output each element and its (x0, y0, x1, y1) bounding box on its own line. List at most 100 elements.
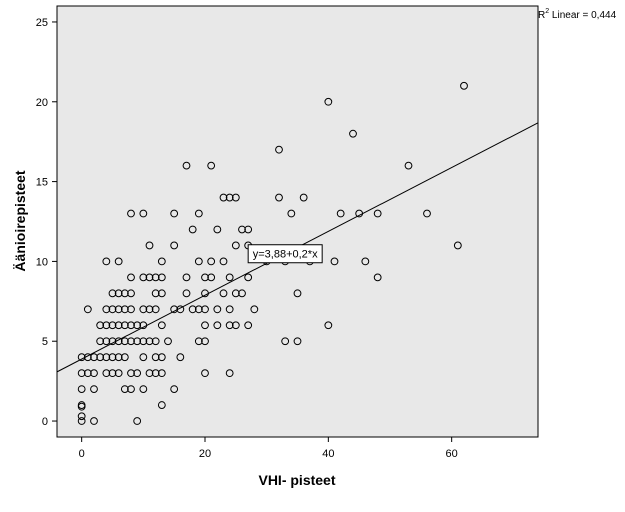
data-point (114, 337, 123, 346)
data-point (275, 193, 283, 202)
data-point (83, 353, 92, 362)
data-point (460, 81, 468, 90)
data-point (120, 337, 129, 346)
data-point (77, 417, 86, 425)
data-point (213, 321, 222, 330)
data-point (96, 353, 105, 362)
data-point (355, 209, 364, 218)
data-point (225, 193, 234, 202)
x-axis-ticks: 0 20 40 60 (79, 437, 458, 460)
data-point (244, 321, 253, 330)
data-point (108, 321, 117, 330)
y-axis-title: Äänioirepisteet (12, 170, 28, 271)
data-point (114, 369, 123, 378)
data-point (238, 289, 246, 298)
data-point (238, 225, 246, 234)
data-point (77, 369, 86, 378)
data-point (157, 289, 166, 298)
data-point (90, 385, 98, 394)
data-point (201, 337, 209, 346)
data-point (182, 273, 191, 282)
data-point (330, 257, 339, 266)
data-point (77, 385, 86, 394)
data-point (201, 273, 209, 282)
x-tick-label: 60 (446, 448, 458, 460)
data-point (114, 289, 123, 298)
data-point (139, 209, 148, 218)
data-point (373, 273, 382, 282)
data-point (201, 369, 209, 378)
data-point (404, 161, 413, 170)
data-point (139, 305, 148, 314)
data-point (139, 273, 148, 282)
data-point (102, 305, 111, 314)
data-point (120, 289, 129, 298)
data-point (157, 321, 166, 330)
data-point (77, 353, 86, 362)
data-point (225, 273, 234, 282)
data-point (127, 337, 135, 346)
data-point (244, 225, 253, 234)
data-point (299, 193, 308, 202)
data-point (219, 193, 228, 202)
data-point (102, 369, 111, 378)
data-point (157, 369, 166, 378)
data-point (145, 369, 154, 378)
data-point (194, 305, 203, 314)
data-point (133, 321, 142, 330)
data-point (231, 241, 240, 250)
y-tick-label: 10 (36, 256, 48, 268)
data-point (145, 305, 154, 314)
data-point (157, 401, 166, 409)
data-point (102, 353, 111, 362)
data-point (108, 289, 117, 298)
data-point (231, 321, 240, 330)
data-point (336, 209, 345, 218)
data-point (151, 353, 160, 362)
data-point (293, 289, 302, 298)
data-point (120, 321, 129, 330)
data-point (207, 257, 216, 266)
y-tick-label: 5 (42, 336, 48, 348)
data-point (139, 353, 148, 362)
data-point (127, 273, 135, 282)
data-point (90, 417, 98, 425)
data-point (225, 369, 234, 378)
data-point (170, 305, 179, 314)
data-point (77, 401, 86, 409)
data-point (182, 161, 191, 170)
fit-equation-box: y=3,88+0,2*x (247, 244, 323, 264)
data-point (108, 369, 117, 378)
data-point (139, 385, 148, 394)
y-tick-label: 0 (42, 416, 48, 428)
data-point (114, 257, 123, 266)
data-point (127, 305, 135, 314)
fit-equation-label: y=3,88+0,2*x (253, 249, 318, 261)
data-point (373, 209, 382, 218)
data-point (139, 321, 148, 330)
data-point (361, 257, 370, 266)
data-point (96, 337, 105, 346)
data-point (133, 337, 142, 346)
data-point (145, 337, 154, 346)
data-point (127, 385, 135, 394)
data-point (244, 273, 253, 282)
data-point (231, 193, 240, 202)
data-point (114, 321, 123, 330)
data-point (102, 257, 111, 266)
data-point (170, 241, 179, 250)
data-point (157, 257, 166, 266)
data-point (145, 273, 154, 282)
data-point (108, 353, 117, 362)
data-point (120, 353, 129, 362)
data-point (176, 353, 185, 362)
data-point (151, 289, 160, 298)
data-point (423, 209, 431, 218)
data-point (201, 321, 209, 330)
data-point (77, 412, 86, 421)
data-point (120, 305, 129, 314)
data-point (194, 209, 203, 218)
x-tick-label: 40 (322, 448, 334, 460)
data-point (151, 305, 160, 314)
